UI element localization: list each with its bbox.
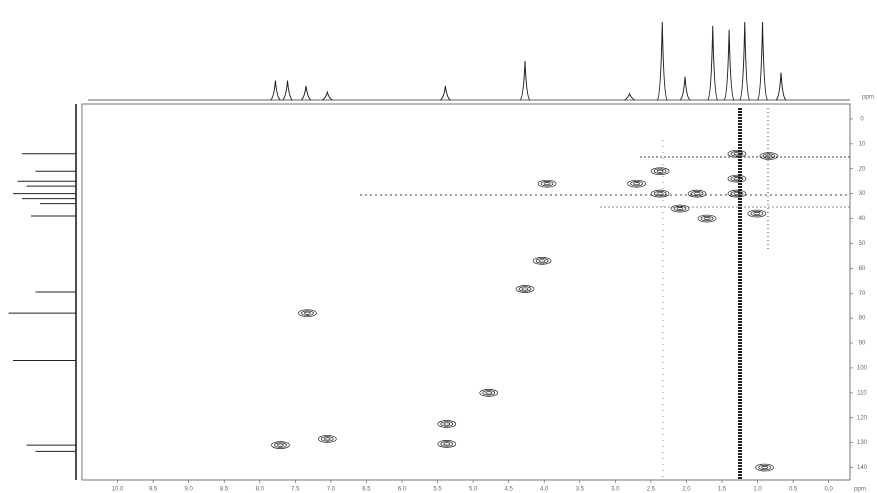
x-tick-label: 2.5 [647,487,656,493]
proton-peak [680,77,690,100]
proton-peak [283,81,293,101]
x-tick-label: 3.5 [576,487,585,493]
y-tick-label: 110 [857,390,867,396]
y-tick-label: 50 [859,241,866,247]
y-tick-label: 20 [859,166,866,172]
x-tick-label: 7.0 [327,487,336,493]
chart: ppm ppm 10.0 9.5 9.0 8.5 8.0 7.5 7.0 6.5 6.0 5.5 5… [0,0,877,493]
x-tick-label: 6.5 [362,487,371,493]
y-tick-label: 40 [859,216,866,222]
proton-peak [724,30,734,100]
y-tick-label: 80 [859,316,866,322]
x-tick-label: 8.5 [220,487,229,493]
x-tick-label: 4.5 [504,487,513,493]
x-tick-label: 2.0 [682,487,691,493]
proton-peak [740,22,750,100]
x-tick-label: 0.0 [824,487,833,493]
x-tick-label: 0.5 [789,487,798,493]
proton-peak [301,86,311,100]
y-tick-label: 30 [859,191,866,197]
y-tick-label: 130 [857,440,868,446]
x-tick-label: 1.0 [753,487,762,493]
y-tick-label: 100 [857,366,868,372]
plot-frame [82,104,850,480]
y-tick-label: 0 [860,117,864,123]
x-tick-label: 9.0 [184,487,193,493]
proton-peak [440,86,450,100]
y-tick-label: 10 [859,141,866,147]
x-tick-label: 7.5 [291,487,300,493]
proton-peak [270,81,280,101]
y-tick-label: 70 [859,291,866,297]
proton-peak [322,92,332,100]
x-tick-label: 8.0 [256,487,265,493]
proton-peak [758,22,768,100]
x-tick-label: 3.0 [611,487,620,493]
x-tick-label: 4.0 [540,487,549,493]
proton-peak [776,73,786,100]
y-tick-label: 90 [859,341,866,347]
x-tick-label: 10.0 [112,487,124,493]
y-tick-label: 120 [857,415,868,421]
proton-peak [625,94,635,100]
x-tick-label: 9.5 [149,487,158,493]
y-axis-label: ppm [862,95,874,101]
proton-peak [657,22,667,100]
x-tick-label: 6.0 [398,487,407,493]
y-tick-label: 60 [859,266,866,272]
x-tick-label: 5.5 [433,487,442,493]
x-axis-label: ppm [854,487,866,493]
y-tick-label: 140 [857,465,868,471]
x-tick-label: 5.0 [469,487,478,493]
proton-peak [520,61,530,100]
x-tick-label: 1.5 [718,487,727,493]
proton-peak [708,26,718,100]
